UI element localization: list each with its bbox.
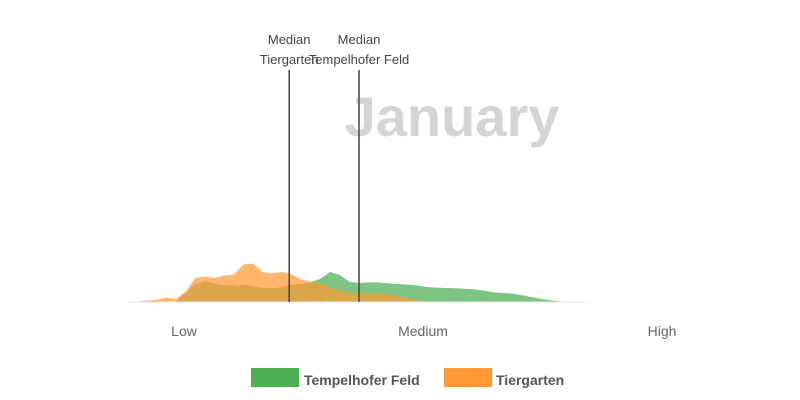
legend-label-tiergarten: Tiergarten (496, 372, 564, 388)
x-tick-medium: Medium (398, 323, 448, 339)
median-label-series-tiergarten: Tiergarten (260, 52, 319, 67)
legend-swatch-tiergarten (444, 368, 492, 387)
median-label-top-tiergarten: Median (268, 32, 311, 47)
median-lines: Median Tiergarten Median Tempelhofer Feld (260, 32, 409, 302)
legend-item-tiergarten[interactable]: Tiergarten (444, 368, 564, 388)
legend: Tempelhofer Feld Tiergarten (251, 368, 564, 388)
legend-swatch-tempelhofer-feld (251, 368, 299, 387)
legend-label-tempelhofer-feld: Tempelhofer Feld (304, 372, 420, 388)
median-label-series-tempelhofer-feld: Tempelhofer Feld (309, 52, 409, 67)
legend-item-tempelhofer-feld[interactable]: Tempelhofer Feld (251, 368, 420, 388)
median-label-top-tempelhofer-feld: Median (338, 32, 381, 47)
x-tick-high: High (648, 323, 677, 339)
chart-title: January (345, 85, 560, 148)
x-tick-low: Low (171, 323, 198, 339)
x-axis-ticks: Low Medium High (171, 323, 676, 339)
area-tiergarten (128, 263, 590, 302)
